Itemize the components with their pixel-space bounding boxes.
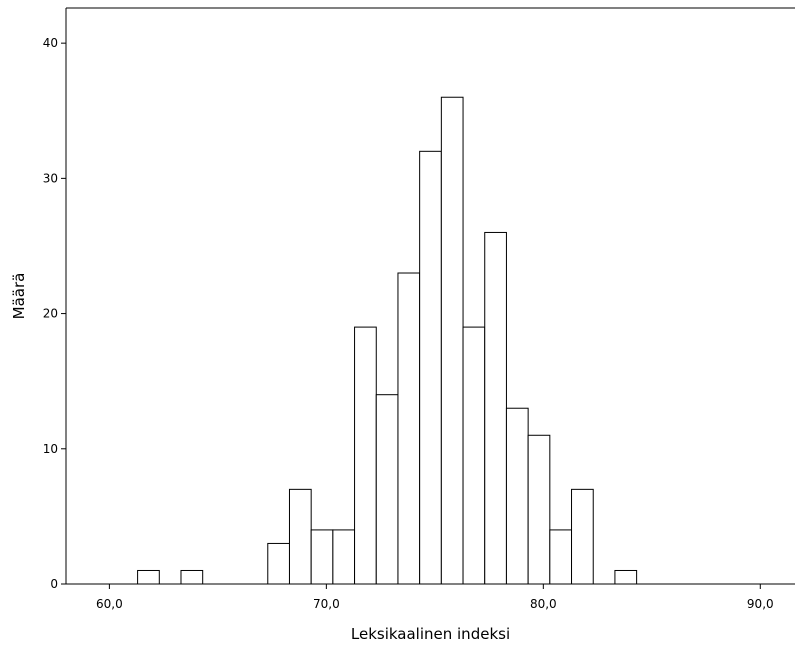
x-tick-label: 70,0 <box>313 597 340 611</box>
histogram-bar <box>288 488 312 585</box>
y-tick-label: 10 <box>43 442 58 456</box>
histogram-bar <box>310 529 334 585</box>
histogram-bar <box>571 488 594 585</box>
histogram-bar <box>137 569 160 585</box>
x-tick-label: 60,0 <box>96 597 123 611</box>
y-tick-label: 20 <box>43 307 58 321</box>
histogram-bar <box>397 272 421 585</box>
histogram-bar <box>332 529 356 585</box>
histogram-bar <box>354 326 377 585</box>
histogram-bar <box>505 407 529 585</box>
histogram-bar <box>419 150 442 585</box>
y-tick-label: 0 <box>50 577 58 591</box>
y-tick-label: 40 <box>43 36 58 50</box>
y-axis-title: Määrä <box>10 273 28 320</box>
histogram-bar <box>614 569 638 585</box>
histogram-bar <box>440 96 464 585</box>
bars-group <box>137 96 638 585</box>
histogram-bar <box>549 529 573 585</box>
axes-group: 0 10 20 30 40 60,0 70,0 80,0 90,0 <box>43 7 795 611</box>
x-tick-label: 80,0 <box>530 597 557 611</box>
histogram-bar <box>484 231 507 585</box>
y-tick-label: 30 <box>43 171 58 185</box>
histogram-bar <box>462 326 486 585</box>
histogram-bar <box>180 569 204 585</box>
x-axis-title: Leksikaalinen indeksi <box>351 625 510 643</box>
histogram-bar <box>527 434 551 585</box>
x-tick-label: 90,0 <box>747 597 774 611</box>
histogram-bar <box>267 542 290 585</box>
histogram-bar <box>375 394 399 585</box>
